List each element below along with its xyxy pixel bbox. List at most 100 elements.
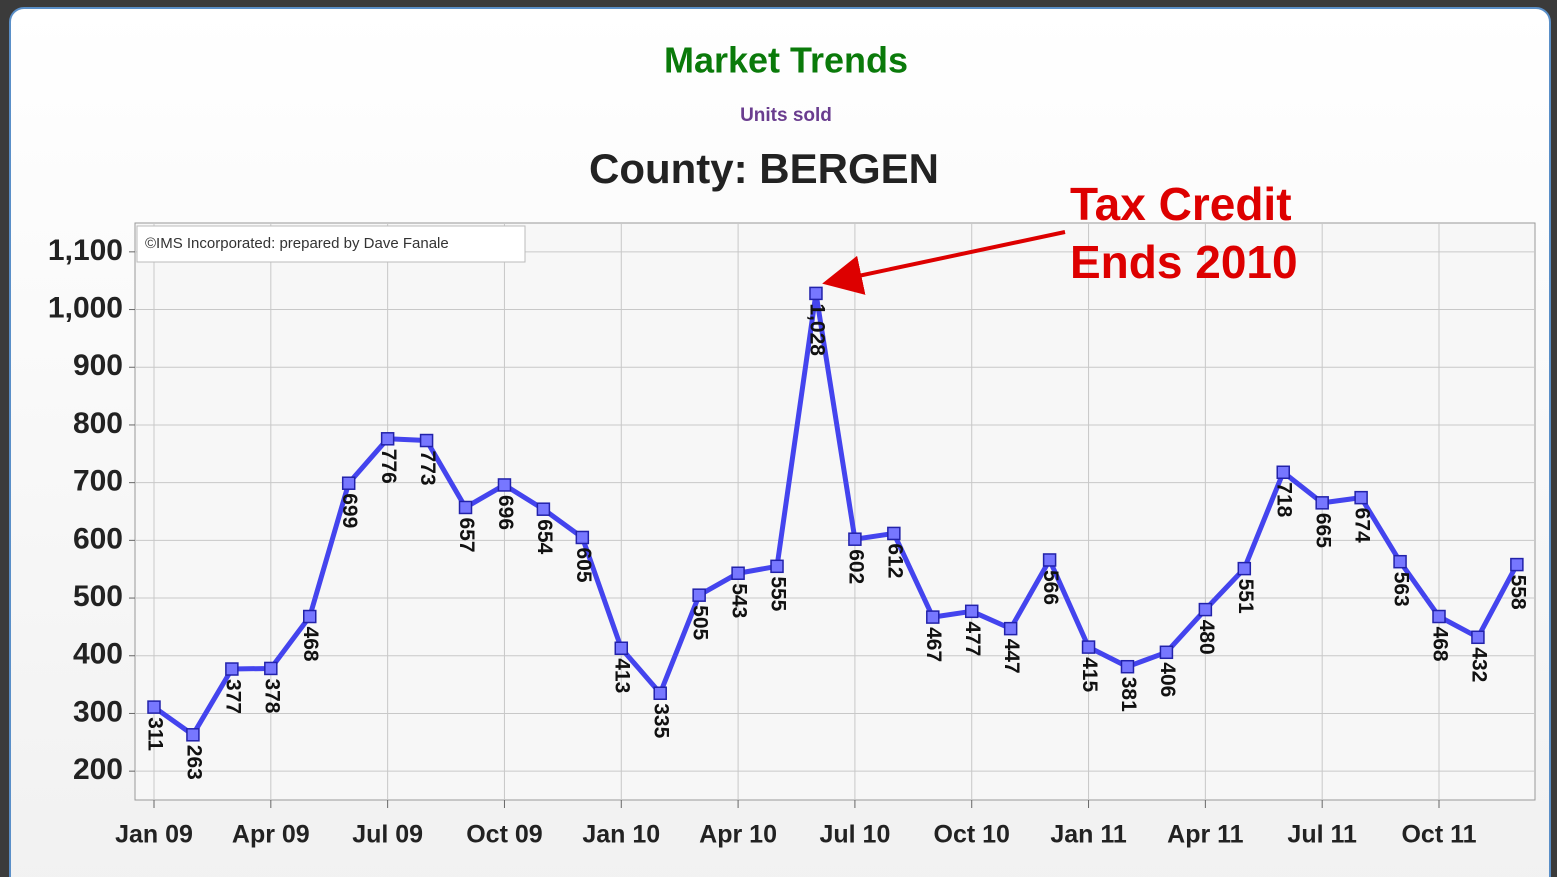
marker: [419, 433, 434, 448]
data-label: 477: [961, 621, 984, 656]
marker: [1120, 659, 1135, 674]
marker: [692, 588, 706, 602]
marker: [731, 566, 745, 580]
chart-title: Market Trends: [664, 40, 908, 81]
data-label: 602: [844, 549, 867, 584]
marker: [225, 662, 239, 676]
data-label: 543: [728, 583, 751, 618]
x-tick-label: Apr 11: [1167, 821, 1244, 849]
data-label: 311: [143, 717, 166, 751]
credit: ©IMS Incorporated: prepared by Dave Fana…: [145, 235, 449, 252]
data-label: 699: [338, 493, 361, 528]
marker: [380, 432, 395, 446]
marker: [653, 686, 667, 701]
x-tick-label: Jan 09: [115, 821, 193, 849]
marker: [536, 502, 551, 516]
marker: [1081, 640, 1096, 654]
x-tick-label: Oct 11: [1401, 821, 1476, 849]
y-tick-label: 400: [73, 638, 123, 671]
data-label: 657: [455, 517, 478, 552]
marker: [809, 286, 823, 301]
marker: [1159, 645, 1174, 660]
data-label: 558: [1506, 575, 1529, 610]
data-label: 674: [1351, 508, 1374, 543]
marker: [1354, 490, 1368, 505]
data-label: 1,028: [805, 303, 828, 356]
data-label: 563: [1390, 572, 1413, 607]
data-label: 665: [1312, 513, 1335, 548]
marker: [1276, 465, 1290, 480]
marker: [1471, 630, 1485, 645]
marker: [303, 609, 317, 624]
data-label: 377: [221, 679, 244, 714]
marker: [341, 476, 356, 490]
marker: [1315, 496, 1329, 510]
y-tick-label: 200: [73, 753, 123, 786]
marker: [926, 610, 940, 624]
data-label: 263: [182, 745, 205, 780]
data-label: 447: [1000, 639, 1023, 674]
marker: [887, 526, 901, 541]
data-label: 381: [1117, 677, 1140, 712]
y-tick-label: 700: [73, 465, 123, 498]
data-label: 378: [260, 678, 283, 713]
y-tick-label: 300: [73, 695, 123, 728]
marker: [264, 661, 278, 676]
credit-box: [136, 225, 526, 263]
x-tick-label: Oct 10: [934, 821, 1010, 849]
marker: [458, 500, 473, 515]
data-label: 718: [1273, 482, 1296, 517]
data-label: 505: [689, 605, 712, 640]
data-label: 605: [572, 547, 595, 582]
marker: [575, 530, 590, 545]
data-label: 551: [1234, 579, 1257, 614]
data-label: 432: [1467, 647, 1490, 682]
x-tick-label: Oct 09: [466, 821, 542, 849]
data-label: 468: [1428, 627, 1451, 662]
data-label: 480: [1195, 620, 1218, 655]
marker: [964, 604, 979, 619]
marker: [770, 559, 784, 574]
x-tick-label: Jul 11: [1287, 821, 1357, 849]
y-tick-label: 800: [73, 407, 123, 440]
x-tick-label: Jan 10: [582, 821, 660, 849]
marker: [497, 478, 512, 492]
data-label: 566: [1039, 570, 1062, 605]
data-label: 467: [922, 627, 945, 662]
annotation: Tax Credit: [1070, 178, 1292, 230]
chart-heading: County: BERGEN: [589, 145, 939, 192]
marker: [147, 700, 161, 714]
x-tick-label: Apr 10: [699, 821, 777, 849]
data-label: 773: [416, 451, 439, 486]
x-tick-label: Jan 11: [1050, 821, 1127, 849]
marker: [1510, 557, 1524, 572]
y-tick-label: 500: [73, 580, 123, 613]
data-label: 415: [1078, 657, 1101, 692]
y-tick-label: 900: [73, 349, 123, 382]
marker: [186, 728, 200, 742]
data-label: 612: [883, 543, 906, 578]
data-label: 413: [611, 658, 634, 693]
data-label: 406: [1156, 662, 1179, 697]
plot-area: [134, 222, 1536, 801]
y-tick-label: 1,000: [48, 291, 123, 324]
x-tick-label: Jul 10: [819, 821, 890, 849]
x-tick-label: Jul 09: [352, 821, 423, 849]
chart-subtitle: Units sold: [740, 105, 832, 126]
marker: [1003, 621, 1018, 636]
data-label: 696: [494, 495, 517, 530]
y-tick-label: 1,100: [48, 234, 123, 267]
data-label: 468: [299, 627, 322, 662]
y-tick-label: 600: [73, 522, 123, 555]
marker: [1042, 553, 1057, 567]
marker: [1432, 609, 1446, 624]
data-label: 555: [766, 576, 789, 611]
marker: [1198, 602, 1213, 617]
x-tick-label: Apr 09: [232, 821, 310, 849]
data-label: 654: [533, 519, 556, 554]
marker: [1393, 554, 1407, 569]
annotation: Ends 2010: [1070, 236, 1298, 288]
data-label: 776: [377, 449, 400, 484]
marker: [614, 641, 629, 655]
